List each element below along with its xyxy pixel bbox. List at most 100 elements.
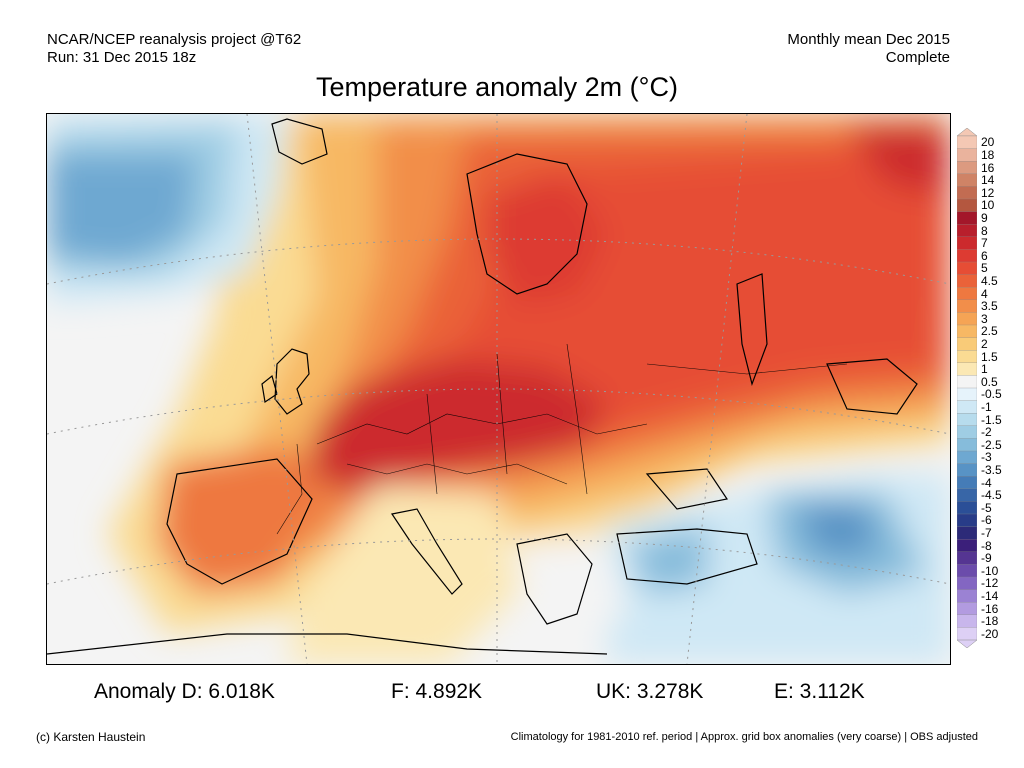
colorbar-swatch xyxy=(956,400,978,414)
graticule xyxy=(47,114,950,664)
colorbar-swatch xyxy=(956,526,978,540)
colorbar-swatch xyxy=(956,362,978,376)
colorbar-tick-label: -8 xyxy=(981,538,992,553)
north-africa-coast xyxy=(47,633,608,655)
colorbar-tick-label: -1 xyxy=(981,399,992,414)
colorbar-bottom-arrow xyxy=(956,639,978,649)
colorbar-tick-label: -2 xyxy=(981,425,992,440)
colorbar-swatch xyxy=(956,476,978,490)
colorbar-tick-label: 18 xyxy=(981,147,995,162)
map-svg xyxy=(47,114,950,664)
colorbar-swatch xyxy=(956,312,978,326)
colorbar-swatch xyxy=(956,450,978,465)
scandinavia-outline xyxy=(466,153,588,295)
colorbar-tick-label: -18 xyxy=(981,614,999,629)
colorbar-tick-label: 9 xyxy=(981,210,988,225)
climatology-note: Climatology for 1981-2010 ref. period | … xyxy=(510,731,978,743)
colorbar-tick-label: -20 xyxy=(981,626,999,641)
colorbar-tick-label: 5 xyxy=(981,261,988,276)
colorbar-tick-label: -5 xyxy=(981,500,992,515)
coastlines xyxy=(47,118,918,655)
colorbar-tick-label: 6 xyxy=(981,248,988,263)
italy-outline xyxy=(391,508,463,595)
colorbar-tick-label: 0.5 xyxy=(981,374,998,389)
colorbar-swatch xyxy=(956,413,978,427)
colorbar xyxy=(956,127,978,649)
colorbar-swatch xyxy=(956,324,978,339)
header-right: Monthly mean Dec 2015 Complete xyxy=(787,31,950,67)
colorbar-swatch xyxy=(956,627,978,641)
colorbar-tick-label: -9 xyxy=(981,551,992,566)
british-isles-outline xyxy=(274,348,310,415)
colorbar-tick-label: 3.5 xyxy=(981,299,998,314)
colorbar-tick-label: -3.5 xyxy=(981,462,1002,477)
ireland-outline xyxy=(261,374,278,404)
colorbar-swatch xyxy=(956,173,978,187)
map-title: Temperature anomaly 2m (°C) xyxy=(316,72,678,102)
colorbar-tick-label: 20 xyxy=(981,135,995,150)
black-sea-outline xyxy=(645,468,728,510)
colorbar-swatch xyxy=(956,236,978,250)
copyright: (c) Karsten Haustein xyxy=(36,730,146,744)
colorbar-swatch xyxy=(956,148,978,162)
colorbar-swatch xyxy=(956,135,978,150)
caspian-outline xyxy=(736,273,768,387)
anomaly-france: F: 4.892K xyxy=(391,680,483,703)
colorbar-tick-label: -2.5 xyxy=(981,437,1002,452)
colorbar-swatch xyxy=(956,287,978,301)
colorbar-tick-label: 7 xyxy=(981,236,988,251)
colorbar-tick-label: 16 xyxy=(981,160,995,175)
colorbar-top-arrow xyxy=(956,127,978,137)
colorbar-swatch xyxy=(956,602,978,616)
colorbar-tick-label: 3 xyxy=(981,311,988,326)
run-label: Run: 31 Dec 2015 18z xyxy=(47,49,197,66)
colorbar-swatch xyxy=(956,438,978,452)
colorbar-tick-label: -1.5 xyxy=(981,412,1002,427)
colorbar-swatch xyxy=(956,488,978,502)
colorbar-tick-label: 1.5 xyxy=(981,349,998,364)
iberia-outline xyxy=(166,458,313,585)
colorbar-tick-label: 8 xyxy=(981,223,988,238)
colorbar-swatch xyxy=(956,161,978,175)
colorbar-swatch xyxy=(956,564,978,578)
model-label: NCAR/NCEP reanalysis project @T62 xyxy=(47,31,302,48)
colorbar-swatch xyxy=(956,224,978,238)
colorbar-swatch xyxy=(956,186,978,200)
colorbar-swatch xyxy=(956,261,978,276)
colorbar-swatch xyxy=(956,375,978,389)
colorbar-swatch xyxy=(956,551,978,565)
colorbar-tick-label: -0.5 xyxy=(981,387,1002,402)
colorbar-swatch xyxy=(956,539,978,553)
colorbar-tick-label: -6 xyxy=(981,513,992,528)
colorbar-tick-label: -12 xyxy=(981,576,999,591)
iceland-outline xyxy=(271,118,328,165)
turkey-outline xyxy=(616,528,758,585)
colorbar-tick-label: -3 xyxy=(981,450,992,465)
colorbar-tick-label: 1 xyxy=(981,362,988,377)
anomaly-summary: Anomaly D: 6.018K F: 4.892K UK: 3.278K E… xyxy=(0,680,1024,706)
aral-outline xyxy=(826,358,918,415)
colorbar-swatch xyxy=(956,211,978,225)
colorbar-swatch xyxy=(956,463,978,477)
colorbar-tick-label: -7 xyxy=(981,525,992,540)
colorbar-tick-label: -14 xyxy=(981,588,999,603)
header-left: NCAR/NCEP reanalysis project @T62 Run: 3… xyxy=(47,31,301,67)
colorbar-swatch xyxy=(956,501,978,515)
colorbar-swatch xyxy=(956,350,978,364)
colorbar-swatch xyxy=(956,513,978,528)
anomaly-uk: UK: 3.278K xyxy=(596,680,704,703)
colorbar-swatch xyxy=(956,198,978,213)
status-label: Complete xyxy=(885,49,950,66)
anomaly-spain: E: 3.112K xyxy=(774,680,865,703)
anomaly-field xyxy=(47,114,950,664)
greece-balkans-outline xyxy=(516,533,593,625)
colorbar-tick-label: 4.5 xyxy=(981,273,998,288)
colorbar-swatch xyxy=(956,425,978,439)
anomaly-germany: Anomaly D: 6.018K xyxy=(94,680,275,703)
colorbar-tick-label: -4.5 xyxy=(981,488,1002,503)
colorbar-swatch xyxy=(956,387,978,402)
period-label: Monthly mean Dec 2015 xyxy=(787,31,950,48)
colorbar-svg xyxy=(956,127,978,649)
colorbar-tick-label: -10 xyxy=(981,563,999,578)
colorbar-swatch xyxy=(956,274,978,288)
